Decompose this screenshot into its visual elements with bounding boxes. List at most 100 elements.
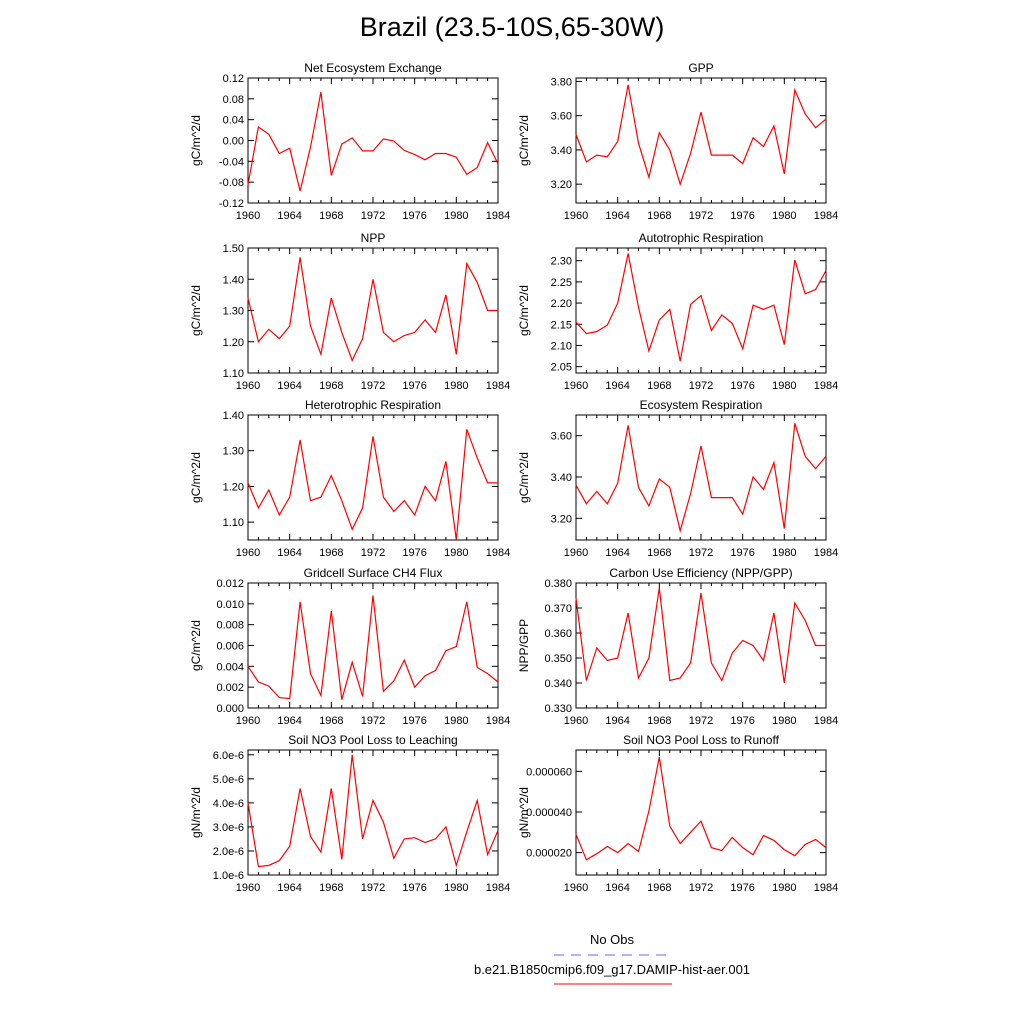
legend-label-no-obs: No Obs: [589, 932, 635, 947]
y-tick-label: 1.10: [223, 368, 244, 380]
y-tick-label: 0.340: [544, 678, 572, 690]
y-tick-label: 1.30: [223, 306, 244, 318]
x-tick-label: 1968: [647, 210, 671, 222]
x-tick-label: 1984: [486, 210, 510, 222]
x-tick-label: 1972: [689, 882, 713, 894]
x-tick-label: 1972: [361, 380, 385, 392]
panel-title-5: Heterotrophic Respiration: [305, 398, 441, 412]
y-tick-label: 3.20: [551, 179, 572, 191]
x-tick-label: 1964: [277, 380, 301, 392]
x-tick-label: 1976: [730, 715, 754, 727]
y-tick-label: 2.20: [551, 298, 572, 310]
x-tick-label: 1972: [361, 715, 385, 727]
y-tick-label: 2.0e-6: [213, 846, 244, 858]
y-tick-label: 0.360: [544, 628, 572, 640]
y-tick-label: 0.00: [223, 136, 244, 148]
x-tick-label: 1964: [277, 210, 301, 222]
plot-frame-1: [247, 77, 499, 204]
x-tick-label: 1980: [444, 882, 468, 894]
panel-title-7: Gridcell Surface CH4 Flux: [304, 566, 443, 580]
y-tick-label: 3.60: [551, 431, 572, 443]
series-line-9: [247, 754, 499, 868]
series-line-6: [575, 423, 827, 534]
y-tick-label: 0.000020: [526, 848, 572, 860]
x-tick-label: 1980: [772, 380, 796, 392]
y-tick-label: 0.006: [216, 641, 244, 653]
x-tick-label: 1968: [647, 715, 671, 727]
y-tick-label: 4.0e-6: [213, 798, 244, 810]
figure-title: Brazil (23.5-10S,65-30W): [359, 12, 665, 42]
x-tick-label: 1972: [361, 547, 385, 559]
y-axis-label-6: gC/m^2/d: [517, 452, 531, 503]
y-tick-label: 3.40: [551, 145, 572, 157]
y-tick-label: 0.380: [544, 578, 572, 590]
y-tick-label: 0.000060: [526, 766, 572, 778]
x-tick-label: 1976: [402, 882, 426, 894]
plot-frame-3: [247, 247, 499, 374]
x-tick-label: 1968: [319, 547, 343, 559]
series-line-4: [575, 253, 827, 362]
y-tick-label: 1.0e-6: [213, 870, 244, 882]
series-line-2: [575, 84, 827, 187]
series-line-3: [247, 257, 498, 363]
y-tick-label: 1.40: [223, 274, 244, 286]
x-tick-label: 1980: [772, 210, 796, 222]
x-tick-label: 1984: [814, 715, 838, 727]
x-tick-label: 1964: [605, 547, 629, 559]
x-tick-label: 1980: [444, 547, 468, 559]
x-tick-label: 1972: [689, 210, 713, 222]
y-tick-label: 0.04: [223, 115, 244, 127]
x-tick-label: 1972: [689, 380, 713, 392]
x-tick-label: 1980: [444, 715, 468, 727]
x-tick-label: 1976: [402, 547, 426, 559]
x-tick-label: 1964: [605, 210, 629, 222]
x-tick-label: 1968: [647, 547, 671, 559]
y-tick-label: 2.15: [551, 319, 572, 331]
x-tick-label: 1964: [277, 547, 301, 559]
x-tick-label: 1968: [319, 882, 343, 894]
x-tick-label: 1976: [730, 380, 754, 392]
plot-frame-7: [247, 582, 499, 709]
x-tick-label: 1976: [402, 210, 426, 222]
x-tick-label: 1976: [730, 547, 754, 559]
y-tick-label: 0.000: [216, 703, 244, 715]
x-tick-label: 1968: [319, 715, 343, 727]
series-line-7: [247, 595, 499, 700]
x-tick-label: 1960: [564, 547, 588, 559]
x-tick-label: 1960: [236, 380, 260, 392]
x-tick-label: 1984: [486, 547, 510, 559]
y-axis-label-4: gC/m^2/d: [517, 285, 531, 336]
x-tick-label: 1964: [605, 882, 629, 894]
x-tick-label: 1960: [564, 210, 588, 222]
x-tick-label: 1960: [564, 715, 588, 727]
x-tick-label: 1984: [814, 547, 838, 559]
plot-frame-5: [247, 414, 499, 541]
x-tick-label: 1980: [772, 715, 796, 727]
plot-frame-9: [247, 749, 499, 876]
y-axis-label-8: NPP/GPP: [517, 619, 531, 672]
x-tick-label: 1960: [236, 882, 260, 894]
y-tick-label: 0.012: [216, 578, 244, 590]
y-tick-label: 0.350: [544, 653, 572, 665]
y-tick-label: 0.000040: [526, 807, 572, 819]
x-tick-label: 1976: [402, 380, 426, 392]
panel-title-6: Ecosystem Respiration: [640, 398, 763, 412]
y-tick-label: 1.10: [223, 517, 244, 529]
panel-title-8: Carbon Use Efficiency (NPP/GPP): [609, 566, 792, 580]
x-tick-label: 1960: [236, 547, 260, 559]
panel-title-4: Autotrophic Respiration: [639, 231, 764, 245]
y-tick-label: 1.50: [223, 243, 244, 255]
x-tick-label: 1964: [605, 715, 629, 727]
panel-title-10: Soil NO3 Pool Loss to Runoff: [623, 733, 780, 747]
y-axis-label-7: gC/m^2/d: [189, 620, 203, 671]
plot-frame-10: [575, 749, 827, 876]
x-tick-label: 1972: [361, 882, 385, 894]
y-axis-label-2: gC/m^2/d: [517, 115, 531, 166]
y-tick-label: 0.08: [223, 94, 244, 106]
x-tick-label: 1980: [444, 210, 468, 222]
y-tick-label: 1.20: [223, 481, 244, 493]
y-axis-label-9: gN/m^2/d: [189, 787, 203, 838]
x-tick-label: 1984: [486, 380, 510, 392]
y-tick-label: 2.25: [551, 277, 572, 289]
y-tick-label: -0.12: [219, 198, 244, 210]
